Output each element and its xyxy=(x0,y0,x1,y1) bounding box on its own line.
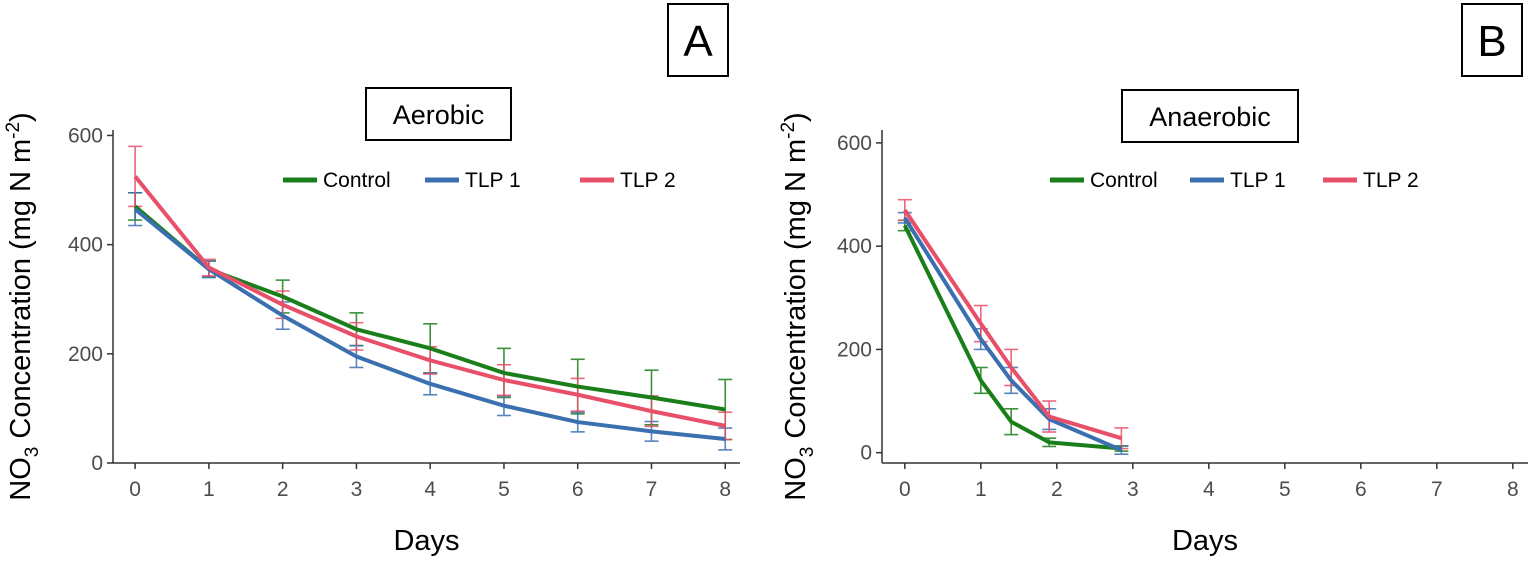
y-tick-label: 200 xyxy=(837,338,872,361)
x-axis-label: Days xyxy=(1172,525,1238,557)
series-line-tlp-1 xyxy=(133,207,726,441)
y-tick-label: 0 xyxy=(91,452,103,475)
panel-label-box xyxy=(1461,3,1523,77)
title-box xyxy=(365,87,512,141)
x-tick-label: 6 xyxy=(1355,478,1367,501)
x-tick-label: 4 xyxy=(424,478,436,501)
legend-label: TLP 1 xyxy=(1230,169,1286,192)
legend-label: Control xyxy=(323,169,391,192)
series-tlp-1 xyxy=(128,191,733,451)
y-axis-label: NO3 Concentration (mg N m-2) xyxy=(3,112,43,500)
x-tick-label: 8 xyxy=(1507,478,1519,501)
x-tick-label: 6 xyxy=(572,478,584,501)
chart-title: Aerobic xyxy=(393,100,485,130)
y-tick-label: 400 xyxy=(837,235,872,258)
x-tick-label: 3 xyxy=(1127,478,1139,501)
series-line-tlp-2 xyxy=(133,175,726,428)
panel-label: A xyxy=(683,17,713,66)
y-axis-label-part: Concentration (mg N m xyxy=(780,139,812,447)
title-box xyxy=(1121,89,1299,143)
x-tick-label: 5 xyxy=(1279,478,1291,501)
x-tick-label: 2 xyxy=(1051,478,1063,501)
series-line-control xyxy=(903,224,1122,451)
x-tick-label: 0 xyxy=(899,478,911,501)
y-axis-label-part: NO xyxy=(5,457,37,501)
legend-label: TLP 1 xyxy=(465,169,521,192)
x-tick-label: 7 xyxy=(1431,478,1443,501)
y-axis-label-part: NO xyxy=(780,457,812,501)
series-line-tlp-2 xyxy=(903,208,1122,441)
panel-label: B xyxy=(1477,17,1506,66)
chart-title: Anaerobic xyxy=(1149,102,1271,132)
y-axis-label-part: -2 xyxy=(778,122,799,139)
y-axis-label: NO3 Concentration (mg N m-2) xyxy=(778,112,818,500)
x-axis-label: Days xyxy=(393,525,459,557)
series-line-tlp-1 xyxy=(903,216,1123,452)
y-axis-label-part: Concentration (mg N m xyxy=(5,139,37,447)
y-tick-label: 0 xyxy=(860,442,872,465)
panel-label-box xyxy=(667,3,729,77)
y-tick-label: 600 xyxy=(837,132,872,155)
legend-label: Control xyxy=(1090,169,1158,192)
x-tick-label: 7 xyxy=(646,478,658,501)
x-tick-label: 1 xyxy=(975,478,987,501)
y-axis-label-part: ) xyxy=(780,112,812,122)
series-tlp-2 xyxy=(897,198,1129,450)
legend-label: TLP 2 xyxy=(620,169,676,192)
x-tick-label: 5 xyxy=(498,478,510,501)
x-tick-label: 8 xyxy=(719,478,731,501)
y-tick-label: 600 xyxy=(68,124,103,147)
x-tick-label: 2 xyxy=(277,478,289,501)
y-axis-label-part: 3 xyxy=(797,447,818,458)
x-tick-label: 1 xyxy=(203,478,215,501)
y-axis-label-part: ) xyxy=(5,112,37,122)
y-axis-label-part: 3 xyxy=(22,447,43,458)
y-tick-label: 400 xyxy=(68,234,103,257)
x-tick-label: 0 xyxy=(129,478,141,501)
x-tick-label: 3 xyxy=(351,478,363,501)
series-control xyxy=(128,191,733,441)
y-tick-label: 200 xyxy=(68,343,103,366)
y-axis-label-part: -2 xyxy=(3,122,24,139)
series-control xyxy=(897,219,1129,452)
x-tick-label: 4 xyxy=(1203,478,1215,501)
legend-label: TLP 2 xyxy=(1363,169,1419,192)
